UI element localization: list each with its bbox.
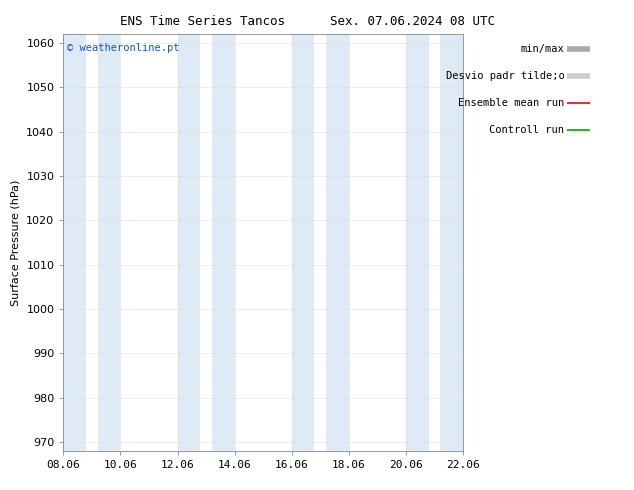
Text: Desvio padr tilde;o: Desvio padr tilde;o: [446, 71, 564, 81]
Bar: [98, 34, 120, 451]
Bar: [178, 34, 200, 451]
Y-axis label: Surface Pressure (hPa): Surface Pressure (hPa): [11, 179, 21, 306]
Text: min/max: min/max: [521, 44, 564, 54]
Bar: [212, 34, 235, 451]
Bar: [406, 34, 429, 451]
Bar: [63, 34, 86, 451]
Text: © weatheronline.pt: © weatheronline.pt: [67, 43, 180, 52]
Bar: [440, 34, 463, 451]
Bar: [326, 34, 349, 451]
Text: Ensemble mean run: Ensemble mean run: [458, 98, 564, 108]
Text: Controll run: Controll run: [489, 125, 564, 135]
Text: Sex. 07.06.2024 08 UTC: Sex. 07.06.2024 08 UTC: [330, 15, 495, 28]
Text: ENS Time Series Tancos: ENS Time Series Tancos: [120, 15, 285, 28]
Bar: [292, 34, 314, 451]
